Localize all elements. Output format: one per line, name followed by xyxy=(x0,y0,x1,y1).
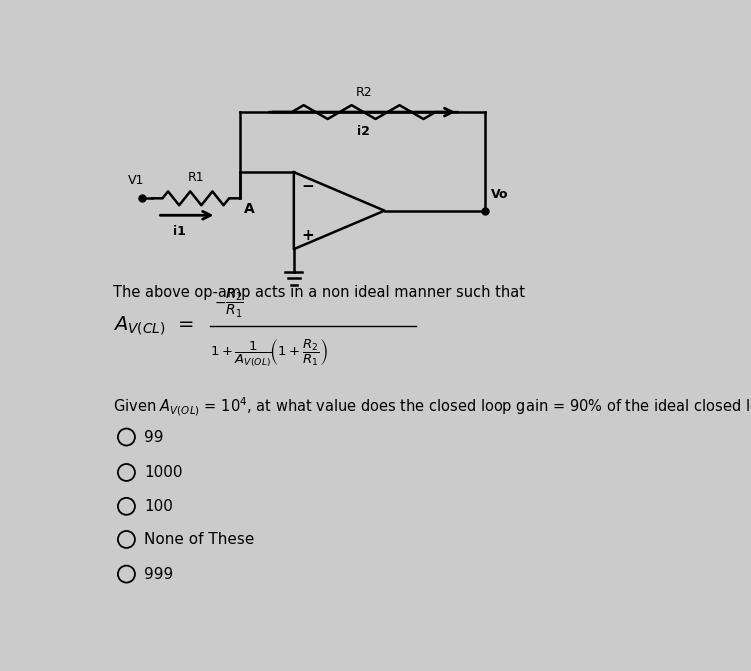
Text: i2: i2 xyxy=(357,125,370,138)
Text: R2: R2 xyxy=(355,86,372,99)
Text: The above op-amp acts in a non ideal manner such that: The above op-amp acts in a non ideal man… xyxy=(113,285,525,301)
Text: R1: R1 xyxy=(188,172,204,185)
Text: 1000: 1000 xyxy=(144,465,182,480)
Text: −: − xyxy=(302,178,315,193)
Text: $-\dfrac{R_2}{R_1}$: $-\dfrac{R_2}{R_1}$ xyxy=(214,287,244,319)
Text: None of These: None of These xyxy=(144,532,255,547)
Text: V1: V1 xyxy=(128,174,145,187)
Text: 100: 100 xyxy=(144,499,173,514)
Text: 99: 99 xyxy=(144,429,164,444)
Text: Vo: Vo xyxy=(490,188,508,201)
Text: $1+\dfrac{1}{A_{V(OL)}}\!\left(1+\dfrac{R_2}{R_1}\right)$: $1+\dfrac{1}{A_{V(OL)}}\!\left(1+\dfrac{… xyxy=(210,338,328,369)
Text: i1: i1 xyxy=(173,225,185,238)
Text: 999: 999 xyxy=(144,566,173,582)
Text: $\boldsymbol{A_{V(CL)}}$  =: $\boldsymbol{A_{V(CL)}}$ = xyxy=(113,315,194,338)
Text: +: + xyxy=(302,227,315,243)
Text: Given $A_{V(OL)}$ = 10$^4$, at what value does the closed loop gain = 90% of the: Given $A_{V(OL)}$ = 10$^4$, at what valu… xyxy=(113,395,751,418)
Text: A: A xyxy=(243,202,254,216)
